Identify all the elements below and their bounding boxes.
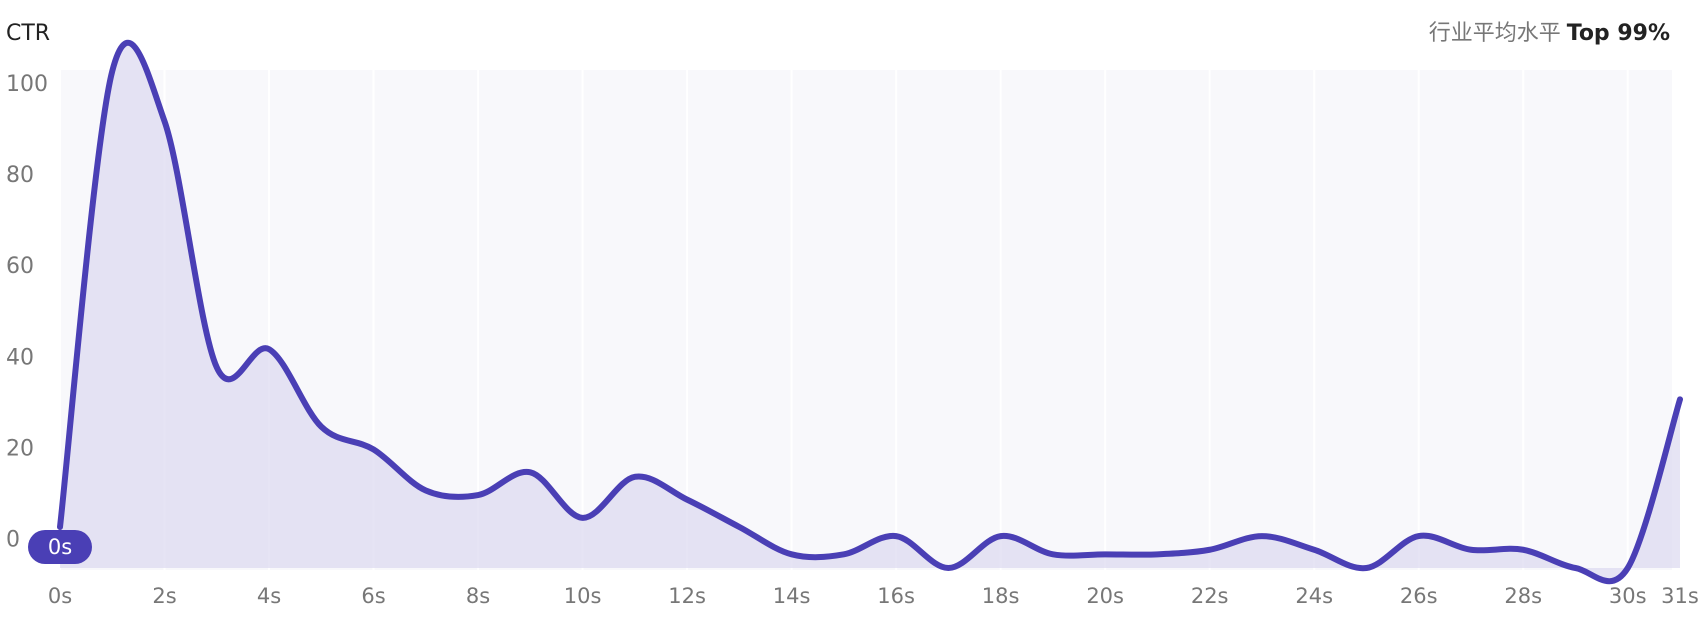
y-tick-label: 20	[6, 436, 34, 461]
x-tick-label: 2s	[152, 584, 176, 608]
x-tick-label: 12s	[668, 584, 706, 608]
benchmark: 行业平均水平 Top 99%	[1429, 21, 1670, 46]
x-tick-label: 28s	[1504, 584, 1542, 608]
x-tick-label: 14s	[773, 584, 811, 608]
cursor-label: 0s	[48, 535, 72, 559]
cursor-badge	[28, 530, 92, 564]
x-tick-label: 16s	[877, 584, 915, 608]
y-tick-label: 0	[6, 528, 20, 553]
benchmark-label: 行业平均水平	[1429, 21, 1561, 46]
x-tick-label: 6s	[361, 584, 385, 608]
area	[60, 42, 1680, 582]
y-tick-label: 40	[6, 345, 34, 370]
y-tick-label: 100	[6, 72, 48, 97]
x-tick-label: 10s	[564, 584, 602, 608]
x-tick-label: 31s	[1661, 584, 1699, 608]
line	[57, 39, 1683, 585]
x-tick-label: 18s	[982, 584, 1020, 608]
x-tick-label: 26s	[1400, 584, 1438, 608]
y-tick-label: 80	[6, 163, 34, 188]
y-axis-label: CTR	[6, 21, 50, 46]
x-tick-label: 4s	[257, 584, 281, 608]
x-tick-label: 8s	[466, 584, 490, 608]
x-tick-label: 22s	[1191, 584, 1229, 608]
x-tick-label: 0s	[48, 584, 72, 608]
x-tick-label: 30s	[1609, 584, 1647, 608]
x-tick-label: 24s	[1295, 584, 1333, 608]
benchmark-value: Top 99%	[1567, 21, 1670, 46]
y-tick-label: 60	[6, 254, 34, 279]
x-tick-label: 20s	[1086, 584, 1124, 608]
